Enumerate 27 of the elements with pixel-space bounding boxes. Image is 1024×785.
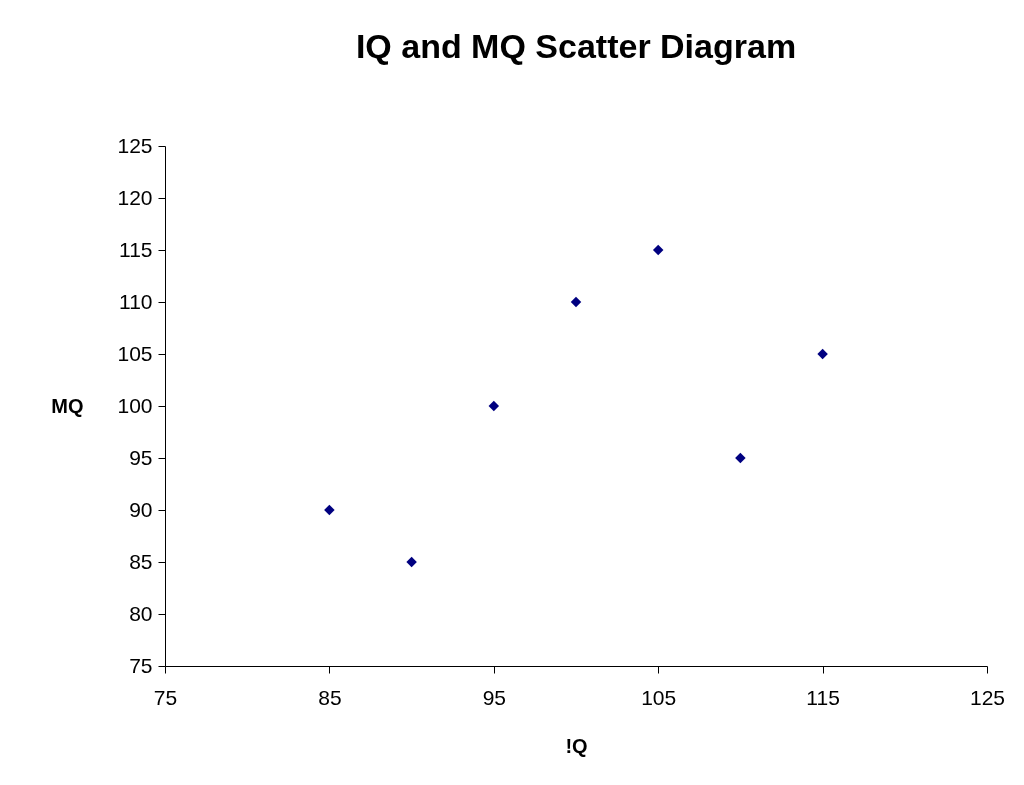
y-tick-label: 90 (129, 497, 153, 521)
x-tick-label: 85 (318, 685, 342, 709)
y-tick-label: 100 (117, 393, 153, 417)
y-tick-label: 105 (117, 341, 153, 365)
y-axis-title: MQ (51, 394, 84, 417)
point (570, 296, 582, 308)
point (735, 452, 746, 464)
point (652, 244, 664, 256)
x-tick-label: 125 (969, 685, 1006, 709)
x-tick-label: 115 (806, 685, 840, 709)
chart-title: IQ and MQ Scatter Diagram (355, 27, 797, 65)
y-tick-label: 85 (129, 549, 153, 573)
y-tick-label: 80 (129, 601, 153, 625)
point (817, 348, 828, 360)
point (488, 400, 500, 412)
y-tick-label: 110 (119, 289, 153, 313)
y-tick-label: 75 (129, 653, 153, 677)
y-tick-label: 95 (129, 445, 153, 469)
y-tick-label: 120 (117, 185, 153, 209)
x-tick-label: 95 (482, 685, 506, 709)
x-tick-label: 105 (641, 685, 677, 709)
y-tick-label: 115 (119, 237, 153, 261)
y-tick-label: 125 (117, 133, 153, 157)
x-axis-title: !Q (565, 734, 588, 757)
x-tick-label: 75 (153, 685, 178, 709)
point (324, 504, 335, 516)
point (406, 556, 417, 568)
